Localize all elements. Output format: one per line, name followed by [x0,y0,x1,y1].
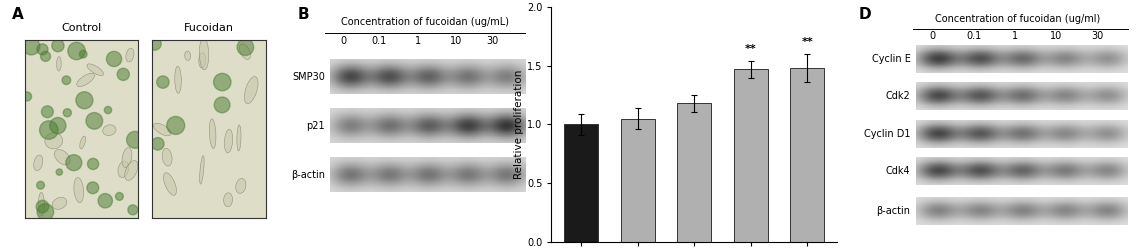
Ellipse shape [45,133,63,149]
Ellipse shape [33,155,42,171]
Bar [564,124,598,242]
Text: 0: 0 [341,36,347,46]
Text: A: A [11,7,23,22]
Text: 1: 1 [416,36,421,46]
Ellipse shape [199,53,206,68]
Point [149,142,167,146]
Point [105,57,124,61]
Text: SMP30: SMP30 [292,71,325,81]
Point [57,78,76,82]
Ellipse shape [123,148,132,167]
Point [50,170,69,174]
Ellipse shape [53,197,66,209]
Ellipse shape [77,73,95,87]
Bar [621,119,655,242]
Bar [678,103,711,242]
Point [18,94,37,98]
Ellipse shape [80,136,86,149]
Text: 0: 0 [930,31,935,41]
Bar [734,69,767,242]
Ellipse shape [184,51,190,61]
Point [76,98,94,102]
Point [110,194,128,198]
Ellipse shape [237,125,240,151]
Point [96,199,114,203]
Point [114,72,133,76]
Point [98,108,117,112]
Ellipse shape [56,57,61,71]
Text: 10: 10 [1050,31,1063,41]
Point [33,47,52,51]
Text: Concentration of fucoidan (ug/mL): Concentration of fucoidan (ug/mL) [341,17,510,27]
Point [126,138,144,142]
Point [58,111,77,115]
Point [64,161,82,165]
Text: 30: 30 [1091,31,1104,41]
Bar [790,68,824,242]
Point [33,205,52,209]
Ellipse shape [239,44,251,60]
Text: 1: 1 [1012,31,1018,41]
Text: Cyclin E: Cyclin E [871,54,910,64]
Ellipse shape [164,173,176,195]
Point [84,186,102,190]
Ellipse shape [103,125,116,135]
Ellipse shape [163,148,172,166]
Ellipse shape [210,119,216,148]
Point [22,44,40,48]
Text: C: C [495,0,505,3]
Point [153,80,172,84]
Point [85,119,103,123]
Ellipse shape [223,193,232,207]
Point [40,128,58,132]
Text: **: ** [745,44,757,54]
Ellipse shape [244,76,258,104]
Point [49,124,68,127]
Point [49,44,68,48]
Text: Control: Control [62,23,102,33]
Ellipse shape [39,192,45,216]
Ellipse shape [126,48,134,62]
Point [31,183,49,187]
Point [37,54,55,58]
Point [37,210,55,214]
Ellipse shape [118,161,128,178]
Ellipse shape [199,156,204,184]
Ellipse shape [73,178,84,203]
Ellipse shape [54,149,70,165]
Text: Cdk4: Cdk4 [886,166,910,176]
Text: Cdk2: Cdk2 [886,91,910,101]
Point [68,49,86,53]
Text: D: D [859,7,871,22]
Text: 10: 10 [450,36,461,46]
Point [38,110,56,114]
Ellipse shape [87,64,103,75]
Point [74,52,93,56]
Text: p21: p21 [307,121,325,131]
Ellipse shape [224,129,232,153]
Text: Cyclin D1: Cyclin D1 [864,129,910,139]
Y-axis label: Relative proliferation: Relative proliferation [514,70,524,179]
Text: **: ** [802,37,813,47]
Text: β-actin: β-actin [291,170,325,180]
Text: Fucoidan: Fucoidan [183,23,234,33]
Point [213,103,231,107]
Point [236,45,254,49]
Text: β-actin: β-actin [877,206,910,216]
Ellipse shape [199,38,208,70]
Point [84,162,102,166]
Text: Concentration of fucoidan (ug/ml): Concentration of fucoidan (ug/ml) [935,14,1100,24]
Ellipse shape [153,123,171,136]
Ellipse shape [125,161,137,180]
Text: B: B [298,7,309,22]
Point [166,124,184,127]
Point [124,208,142,212]
Point [213,80,231,84]
Text: 0.1: 0.1 [966,31,981,41]
Text: 0.1: 0.1 [371,36,386,46]
Ellipse shape [175,66,181,93]
Text: 30: 30 [487,36,499,46]
Point [145,42,164,46]
Ellipse shape [236,179,246,193]
